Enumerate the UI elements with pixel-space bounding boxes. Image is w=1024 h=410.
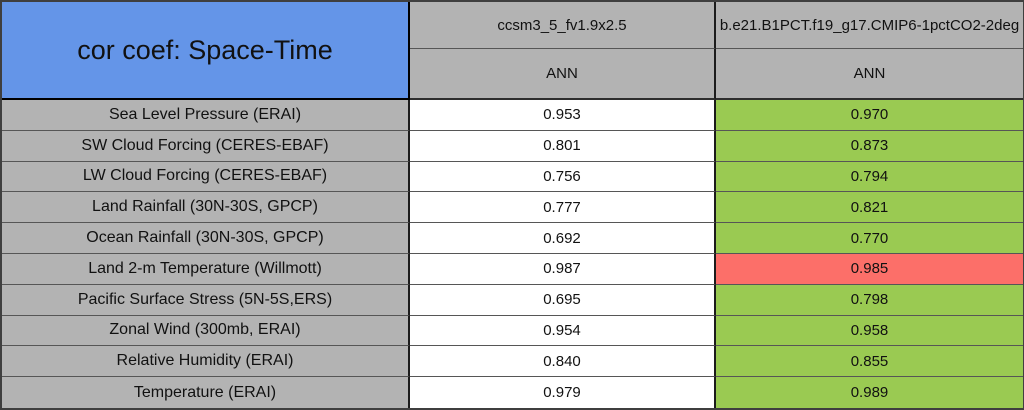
model2-header: b.e21.B1PCT.f19_g17.CMIP6-1pctCO2-2deg [716, 2, 1023, 49]
row-label-cell: Pacific Surface Stress (5N-5S,ERS) [2, 284, 410, 316]
model2-value-cell: 0.985 [716, 253, 1023, 285]
model2-season-header: ANN [716, 49, 1023, 100]
row-label-cell: LW Cloud Forcing (CERES-EBAF) [2, 161, 410, 193]
model1-value-cell: 0.801 [410, 130, 716, 162]
row-label-cell: SW Cloud Forcing (CERES-EBAF) [2, 130, 410, 162]
model1-value-cell: 0.953 [410, 100, 716, 131]
model2-value-cell: 0.855 [716, 346, 1023, 378]
model1-header-label: ccsm3_5_fv1.9x2.5 [497, 16, 627, 34]
model1-value-cell: 0.979 [410, 377, 716, 408]
row-label-cell: Relative Humidity (ERAI) [2, 346, 410, 378]
model2-value-cell: 0.958 [716, 315, 1023, 347]
row-label-cell: Temperature (ERAI) [2, 377, 410, 408]
model1-value-cell: 0.777 [410, 192, 716, 224]
model2-value-cell: 0.873 [716, 130, 1023, 162]
model1-header: ccsm3_5_fv1.9x2.5 [410, 2, 716, 49]
model1-value-cell: 0.840 [410, 346, 716, 378]
model1-season-header: ANN [410, 49, 716, 100]
table-title: cor coef: Space-Time [2, 2, 410, 100]
model1-value-cell: 0.987 [410, 253, 716, 285]
model2-value-cell: 0.770 [716, 223, 1023, 254]
model2-value-cell: 0.970 [716, 100, 1023, 131]
model2-value-cell: 0.989 [716, 377, 1023, 408]
row-label-cell: Sea Level Pressure (ERAI) [2, 100, 410, 131]
row-label-cell: Land 2-m Temperature (Willmott) [2, 253, 410, 285]
model2-value-cell: 0.794 [716, 161, 1023, 193]
row-label-cell: Zonal Wind (300mb, ERAI) [2, 315, 410, 347]
model1-value-cell: 0.756 [410, 161, 716, 193]
model1-value-cell: 0.692 [410, 223, 716, 254]
model2-value-cell: 0.798 [716, 284, 1023, 316]
model1-value-cell: 0.695 [410, 284, 716, 316]
model2-value-cell: 0.821 [716, 192, 1023, 224]
model2-header-label: b.e21.B1PCT.f19_g17.CMIP6-1pctCO2-2deg [719, 16, 1020, 34]
row-label-cell: Land Rainfall (30N-30S, GPCP) [2, 192, 410, 224]
row-label-cell: Ocean Rainfall (30N-30S, GPCP) [2, 223, 410, 254]
model1-value-cell: 0.954 [410, 315, 716, 347]
